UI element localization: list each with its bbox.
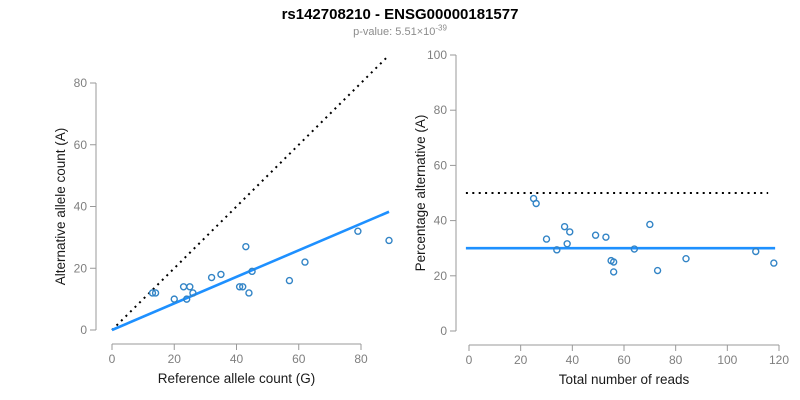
y-tick-label: 60 [434,158,448,172]
data-point [186,283,194,291]
data-point [285,276,294,285]
data-point [239,283,247,291]
data-point [179,283,188,291]
y-tick-label: 40 [434,214,448,228]
data-point [563,240,571,248]
data-point [770,259,778,267]
data-point [189,289,197,297]
y-axis-title: Alternative allele count (A) [53,128,68,286]
data-point [148,289,157,297]
data-point [542,235,551,243]
x-tick-label: 120 [769,353,789,367]
y-tick-label: 20 [74,261,88,275]
data-point [560,222,569,231]
data-point [170,295,178,303]
p-value-label: p-value: [353,26,396,38]
x-axis-title: Reference allele count (G) [158,371,316,386]
data-point [566,228,574,236]
data-point [682,254,690,263]
data-point [591,231,600,239]
y-tick-label: 80 [74,76,88,90]
y-tick-label: 0 [80,323,87,337]
x-tick-label: 100 [717,353,737,367]
x-tick-label: 40 [230,352,244,366]
data-point [385,236,393,245]
x-axis-title: Total number of reads [559,372,690,387]
data-point [354,227,362,235]
x-tick-label: 80 [354,352,368,366]
data-point [217,270,225,279]
x-tick-label: 80 [669,353,683,367]
data-point [248,267,256,276]
x-tick-label: 0 [109,352,116,366]
data-point [609,268,618,276]
data-point [235,283,244,291]
data-point [182,295,191,303]
y-tick-label: 60 [74,138,88,152]
y-tick-label: 40 [74,200,88,214]
data-point [151,289,160,297]
x-tick-label: 0 [466,353,473,367]
data-point [245,289,253,297]
y-tick-label: 0 [440,324,447,338]
regression-line [111,210,390,332]
p-value-exponent: -39 [435,23,447,33]
data-point [532,199,540,208]
data-point [630,245,639,253]
data-point [242,242,250,251]
y-tick-label: 80 [434,103,448,117]
x-tick-label: 40 [566,353,580,367]
data-point [752,247,760,256]
y-tick-label: 20 [434,269,448,283]
data-point [646,220,654,229]
identity-line [111,56,389,331]
data-point [553,246,561,254]
data-point [602,233,610,241]
plot-percentage-by-coverage: 0 20 40 60 80 100 120 0 20 40 60 80 100 Total number … [413,48,789,387]
data-point [653,266,662,275]
x-tick-label: 60 [292,352,306,366]
p-value-base: 5.51×10 [395,26,436,38]
x-tick-label: 60 [617,353,631,367]
x-tick-label: 20 [168,352,182,366]
plot-allele-counts: 0 20 40 60 80 0 20 40 60 80 Reference allele count… [53,56,393,386]
data-point [609,258,618,266]
data-point [207,273,216,282]
data-point [301,258,309,266]
y-tick-label: 100 [427,48,447,62]
chart-title: rs142708210 - ENSG00000181577 [281,6,519,23]
p-value-subtitle: p-value: 5.51×10-39 [0,23,800,39]
x-tick-label: 20 [514,353,528,367]
y-axis-title: Percentage alternative (A) [413,115,428,272]
